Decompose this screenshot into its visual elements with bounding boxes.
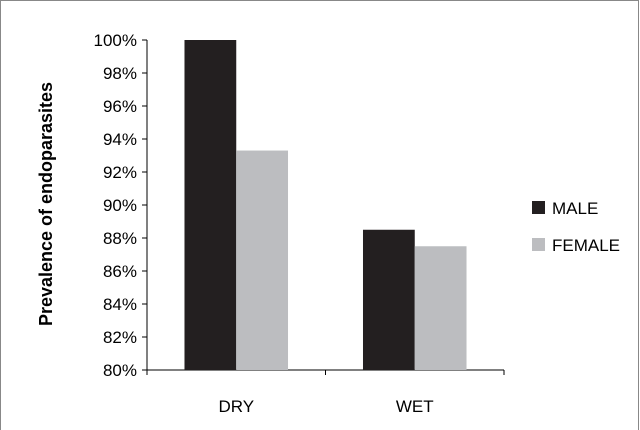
legend-swatch-male [532, 201, 545, 214]
bar-male-dry [184, 40, 237, 370]
y-tick-label: 98% [103, 64, 137, 83]
bars [184, 40, 467, 370]
x-tick-label: DRY [218, 397, 254, 416]
bar-female-dry [236, 150, 289, 370]
y-axis-label: Prevalence of endoparasites [36, 82, 56, 326]
y-tick-label: 84% [103, 295, 137, 314]
x-tick-label: WET [396, 397, 434, 416]
legend-swatch-female [532, 238, 545, 251]
bar-female-wet [414, 246, 467, 370]
bar-male-wet [362, 229, 415, 370]
y-tick-label: 90% [103, 196, 137, 215]
y-tick-label: 96% [103, 97, 137, 116]
legend-label-female: FEMALE [552, 236, 620, 255]
y-tick-label: 86% [103, 262, 137, 281]
y-axis: 80% 82% 84% 86% 88% 90% 92% 94% 96% 98% 100% [94, 31, 148, 380]
y-tick-label: 92% [103, 163, 137, 182]
y-tick-label: 80% [103, 361, 137, 380]
y-tick-label: 100% [94, 31, 137, 50]
y-tick-label: 88% [103, 229, 137, 248]
y-tick-label: 82% [103, 328, 137, 347]
legend: MALE FEMALE [532, 199, 620, 255]
legend-label-male: MALE [552, 199, 598, 218]
y-tick-label: 94% [103, 130, 137, 149]
